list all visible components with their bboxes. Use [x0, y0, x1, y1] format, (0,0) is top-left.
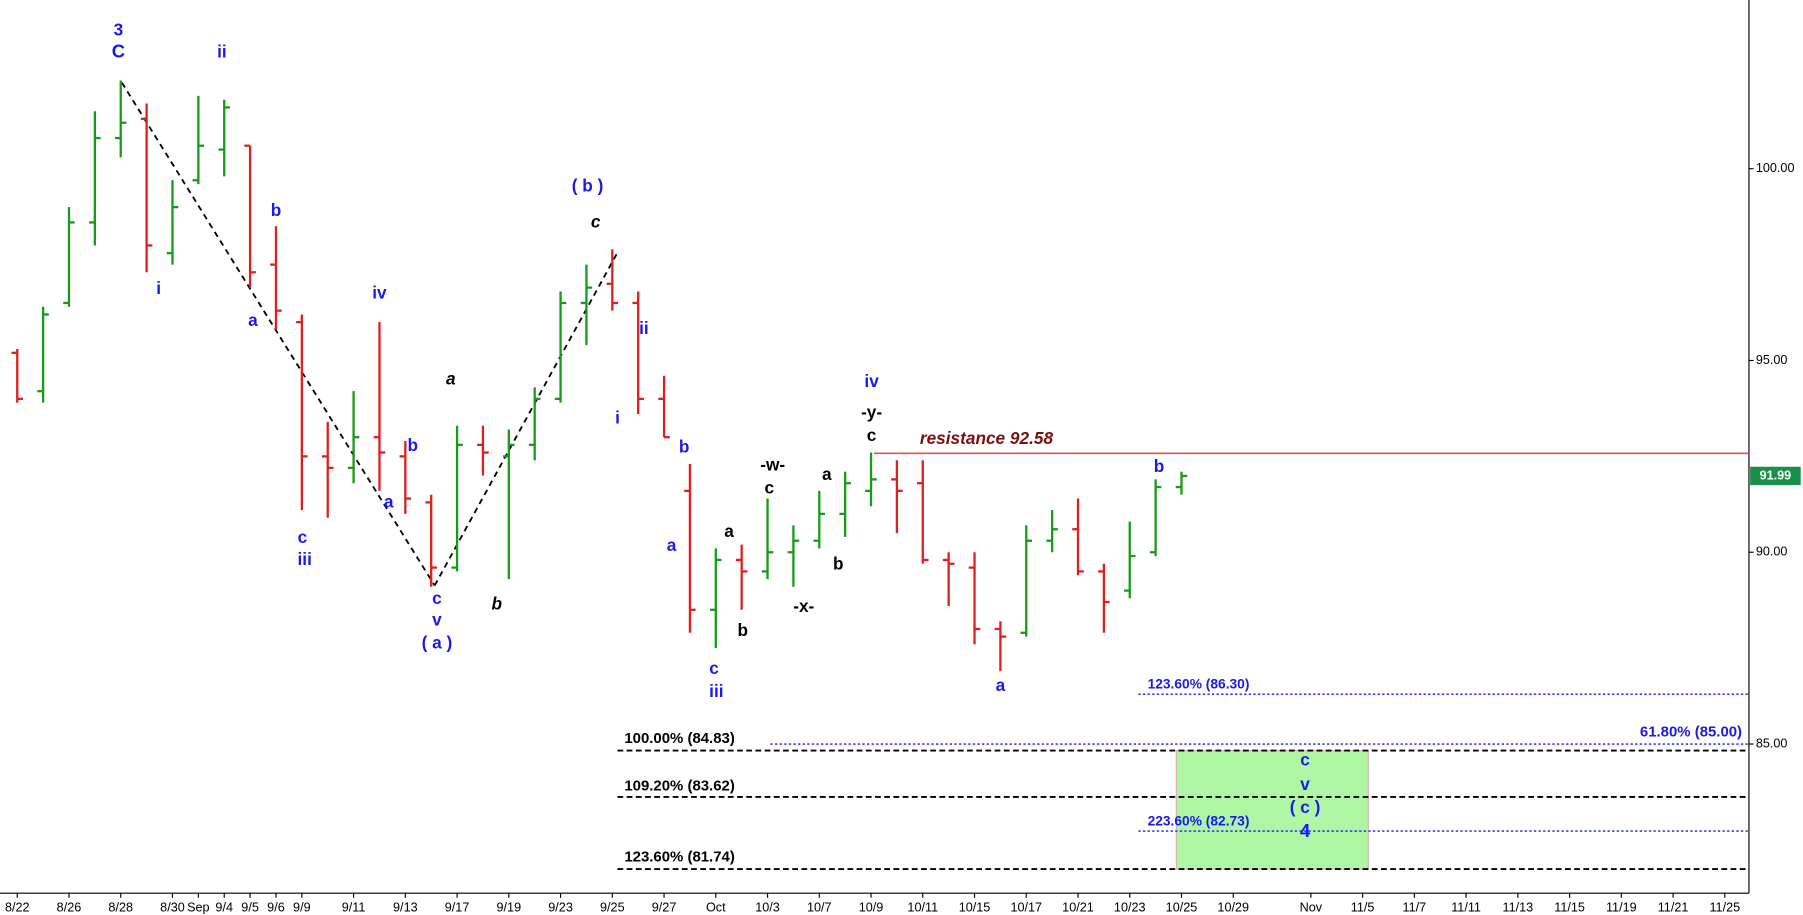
wave-label: -y-	[861, 402, 882, 422]
wave-label: 4	[1300, 820, 1311, 841]
wave-label: ii	[639, 318, 649, 338]
wave-label: C	[112, 41, 125, 62]
y-tick-label: 85.00	[1756, 736, 1788, 750]
wave-label: -w-	[760, 455, 785, 475]
x-tick-label: 11/7	[1403, 900, 1427, 914]
fib-label: 223.60% (82.73)	[1148, 814, 1250, 829]
last-price-tag	[1750, 466, 1801, 486]
wave-label: a	[248, 310, 258, 330]
x-tick-label: 10/11	[907, 900, 938, 914]
fib-label: 109.20% (83.62)	[624, 778, 734, 795]
wave-label: a	[724, 521, 734, 541]
wave-label: iv	[864, 371, 879, 391]
wave-label: a	[446, 369, 456, 389]
x-tick-label: 9/13	[393, 900, 418, 914]
y-tick-label: 100.00	[1756, 161, 1795, 175]
y-tick-label: 95.00	[1756, 353, 1788, 367]
wave-label: a	[384, 491, 394, 511]
x-tick-label: 9/11	[342, 900, 366, 914]
wave-label: ii	[217, 41, 227, 61]
trend-line	[121, 82, 436, 586]
x-tick-label: 10/9	[859, 900, 884, 914]
wave-label: ( a )	[422, 633, 453, 653]
x-tick-label: 11/21	[1658, 900, 1689, 914]
x-tick-label: 9/17	[445, 900, 470, 914]
x-tick-label: 11/19	[1606, 900, 1637, 914]
wave-label: i	[615, 408, 620, 428]
wave-label: b	[1154, 456, 1165, 476]
wave-label: iv	[372, 282, 387, 302]
wave-label: ( b )	[572, 176, 604, 196]
wave-label: b	[679, 436, 690, 456]
x-tick-label: 11/25	[1709, 900, 1740, 914]
x-tick-label: 10/7	[807, 900, 832, 914]
wave-label: iii	[298, 549, 312, 569]
x-tick-label: 9/25	[600, 900, 625, 914]
wave-label: c	[1300, 750, 1310, 770]
x-tick-label: 10/17	[1010, 900, 1042, 914]
wave-label: a	[996, 675, 1006, 695]
x-tick-label: 11/13	[1502, 900, 1533, 914]
wave-label: c	[709, 658, 719, 678]
x-tick-label: 8/22	[5, 900, 30, 914]
x-tick-label: 11/15	[1554, 900, 1585, 914]
wave-label: i	[156, 278, 161, 298]
x-tick-label: 11/11	[1451, 900, 1481, 914]
wave-label: b	[271, 200, 282, 220]
wave-label: c	[867, 425, 877, 445]
x-tick-label: 8/30	[160, 900, 185, 914]
wave-label: b	[833, 553, 844, 573]
fib-label: 100.00% (84.83)	[624, 730, 734, 747]
last-price-label: 91.99	[1760, 468, 1792, 482]
x-tick-label: Sep	[187, 900, 209, 914]
wave-label: -x-	[793, 596, 814, 616]
fib-label: 61.80% (85.00)	[1640, 723, 1742, 740]
x-tick-label: 9/9	[293, 900, 311, 914]
wave-label: v	[432, 610, 442, 630]
resistance-label: resistance 92.58	[920, 428, 1054, 448]
x-tick-label: 9/4	[215, 900, 233, 914]
x-tick-label: 10/23	[1114, 900, 1146, 914]
wave-label: c	[591, 211, 601, 231]
x-tick-label: 9/6	[267, 900, 285, 914]
target-zone	[1175, 749, 1369, 870]
x-tick-label: 10/15	[959, 900, 991, 914]
x-tick-label: 9/5	[241, 900, 259, 914]
x-tick-label: 9/23	[548, 900, 573, 914]
x-tick-label: 9/27	[652, 900, 677, 914]
wave-label: c	[298, 527, 308, 547]
x-tick-label: Nov	[1300, 900, 1323, 914]
x-tick-label: 11/5	[1351, 900, 1375, 914]
x-tick-label: 8/28	[108, 900, 133, 914]
wave-label: b	[408, 435, 419, 455]
wave-label: iii	[709, 681, 723, 701]
x-tick-label: 8/26	[57, 900, 82, 914]
y-tick-label: 90.00	[1756, 545, 1788, 559]
wave-label: 3	[114, 20, 124, 40]
fib-label: 123.60% (81.74)	[624, 848, 734, 865]
trend-line	[433, 252, 619, 586]
wave-label: a	[667, 535, 677, 555]
x-tick-label: 10/29	[1217, 900, 1249, 914]
x-tick-label: 10/3	[755, 900, 780, 914]
wave-label: c	[432, 588, 442, 608]
wave-label: c	[764, 478, 774, 498]
x-tick-label: 10/25	[1166, 900, 1198, 914]
x-tick-label: Oct	[706, 900, 726, 914]
wave-label: ( c )	[1290, 797, 1321, 817]
wave-label: b	[738, 620, 749, 640]
x-tick-label: 10/21	[1062, 900, 1094, 914]
fib-label: 123.60% (86.30)	[1148, 677, 1250, 692]
wave-label: a	[822, 464, 832, 484]
wave-label: v	[1300, 774, 1310, 794]
wave-label: b	[491, 594, 502, 614]
x-tick-label: 9/19	[497, 900, 522, 914]
